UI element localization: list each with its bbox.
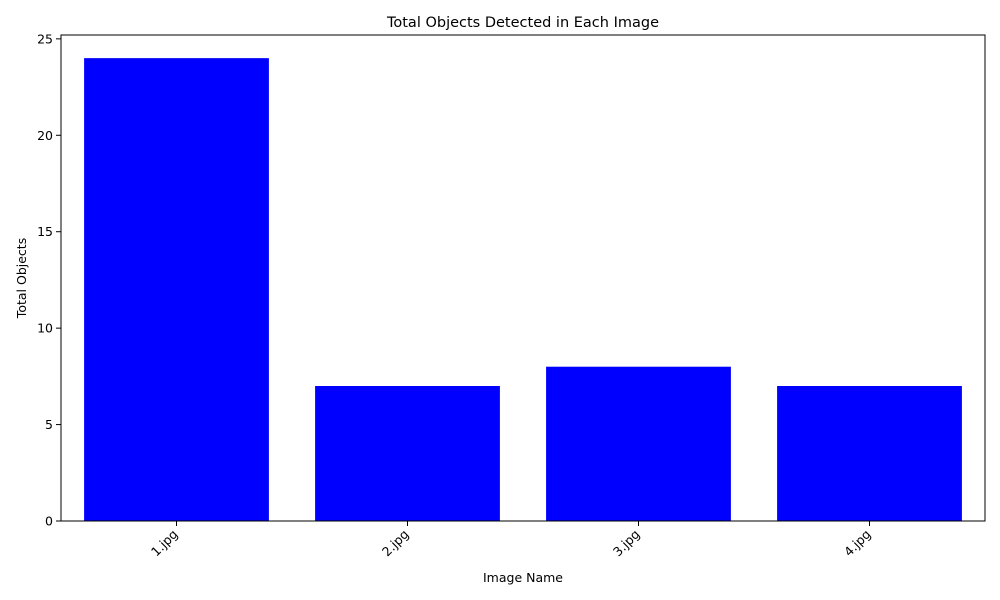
y-tick-label: 5 (45, 417, 53, 432)
bar-2.jpg (315, 386, 500, 521)
y-axis-label: Total Objects (14, 238, 29, 319)
y-tick-label: 20 (37, 128, 53, 143)
y-tick-label: 25 (37, 31, 53, 46)
plot-frame (60, 34, 986, 522)
bars-group (84, 58, 962, 522)
x-axis-ticks: 1.jpg 2.jpg 3.jpg 4.jpg (148, 521, 874, 559)
y-tick-label: 15 (37, 224, 53, 239)
x-tick-label: 2.jpg (379, 527, 412, 560)
bar-4.jpg (777, 386, 962, 521)
x-axis-label: Image Name (483, 570, 563, 585)
chart-title: Total Objects Detected in Each Image (386, 15, 659, 31)
x-tick-label: 3.jpg (610, 527, 643, 560)
y-axis-ticks: 0 5 10 15 20 25 (37, 31, 61, 529)
y-tick-label: 0 (45, 514, 53, 529)
y-tick-label: 10 (37, 321, 53, 336)
x-tick-label: 1.jpg (148, 527, 181, 560)
x-tick-label: 4.jpg (841, 527, 874, 560)
bar-1.jpg (84, 58, 269, 522)
bar-3.jpg (546, 366, 731, 521)
